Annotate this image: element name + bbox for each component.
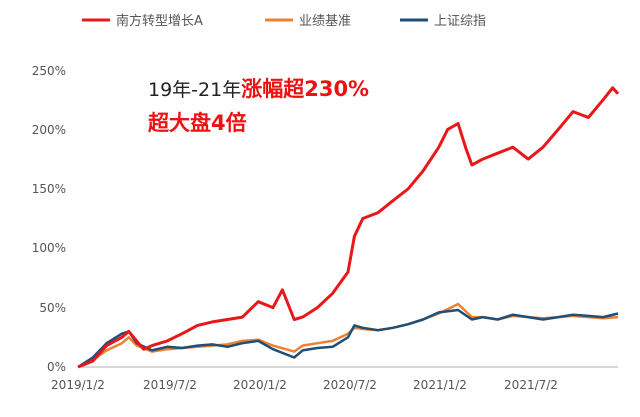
x-tick-label: 2019/7/2: [143, 378, 197, 392]
series-layer: [77, 86, 620, 369]
legend: 南方转型增长A 业绩基准 上证综指: [82, 13, 486, 29]
annotation-line-2: 超大盘4倍: [148, 111, 247, 135]
x-tick-label: 2019/1/2: [51, 378, 105, 392]
x-tick-label: 2020/7/2: [323, 378, 377, 392]
x-tick-label: 2021/1/2: [413, 378, 467, 392]
y-tick-label: 200%: [32, 123, 66, 137]
legend-label-fund: 南方转型增长A: [116, 13, 203, 29]
annotation-line-1: 19年-21年涨幅超230%: [148, 77, 369, 101]
annotation-period: 19年-21年: [148, 79, 241, 101]
y-axis-ticks: 0% 50% 100% 150% 200% 250%: [32, 64, 66, 374]
legend-label-benchmark: 业绩基准: [299, 14, 351, 29]
annotation-gain: 涨幅超230%: [241, 77, 369, 101]
legend-item-index: 上证综指: [400, 14, 486, 29]
legend-item-benchmark: 业绩基准: [265, 14, 351, 29]
legend-item-fund: 南方转型增长A: [82, 13, 203, 29]
x-axis-ticks: 2019/1/2 2019/7/2 2020/1/2 2020/7/2 2021…: [51, 378, 558, 392]
series-line-index: [77, 308, 619, 369]
y-tick-label: 0%: [47, 360, 66, 374]
y-tick-label: 100%: [32, 241, 66, 255]
y-tick-label: 250%: [32, 64, 66, 78]
series-line-fund: [77, 86, 620, 369]
legend-label-index: 上证综指: [434, 14, 486, 29]
y-tick-label: 50%: [39, 301, 66, 315]
x-tick-label: 2020/1/2: [233, 378, 287, 392]
x-tick-label: 2021/7/2: [504, 378, 558, 392]
y-tick-label: 150%: [32, 182, 66, 196]
annotation: 19年-21年涨幅超230% 超大盘4倍: [148, 77, 369, 135]
